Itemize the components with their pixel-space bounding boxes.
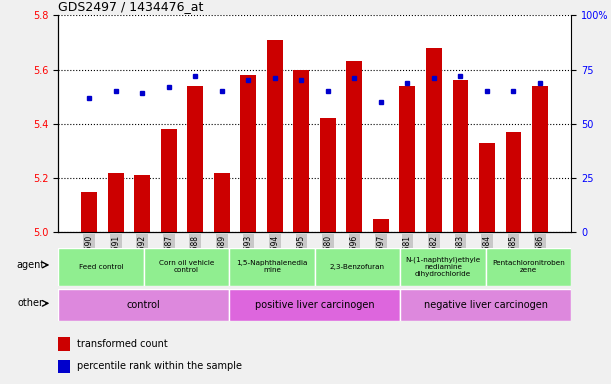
Text: Feed control: Feed control <box>78 264 123 270</box>
Text: 2,3-Benzofuran: 2,3-Benzofuran <box>330 264 385 270</box>
Bar <box>479 143 495 232</box>
Text: agent: agent <box>16 260 45 270</box>
Bar <box>400 248 486 286</box>
Text: 1,5-Naphthalenedia
mine: 1,5-Naphthalenedia mine <box>236 260 307 273</box>
Text: positive liver carcinogen: positive liver carcinogen <box>255 300 375 310</box>
Bar <box>134 175 150 232</box>
Bar <box>293 70 309 232</box>
Bar <box>505 132 521 232</box>
Bar <box>453 80 469 232</box>
Text: control: control <box>126 300 161 310</box>
Bar <box>81 192 97 232</box>
Bar <box>426 48 442 232</box>
Bar <box>486 248 571 286</box>
Bar <box>58 248 144 286</box>
Bar <box>532 86 548 232</box>
Bar <box>58 359 70 373</box>
Bar <box>320 118 336 232</box>
Bar <box>400 86 415 232</box>
Bar <box>241 75 257 232</box>
Text: percentile rank within the sample: percentile rank within the sample <box>76 361 241 371</box>
Text: GDS2497 / 1434476_at: GDS2497 / 1434476_at <box>58 0 203 13</box>
Bar <box>346 61 362 232</box>
Bar <box>144 248 229 286</box>
Bar <box>161 129 177 232</box>
Text: Corn oil vehicle
control: Corn oil vehicle control <box>159 260 214 273</box>
Text: other: other <box>17 298 43 308</box>
Bar <box>267 40 283 232</box>
Bar <box>188 86 203 232</box>
Text: negative liver carcinogen: negative liver carcinogen <box>424 300 547 310</box>
Bar <box>229 248 315 286</box>
Bar <box>315 248 400 286</box>
Text: N-(1-naphthyl)ethyle
nediamine
dihydrochloride: N-(1-naphthyl)ethyle nediamine dihydroch… <box>405 257 481 277</box>
Text: transformed count: transformed count <box>76 339 167 349</box>
Bar <box>214 173 230 232</box>
Bar <box>108 173 124 232</box>
Bar <box>58 338 70 351</box>
Text: Pentachloronitroben
zene: Pentachloronitroben zene <box>492 260 565 273</box>
Bar <box>373 219 389 232</box>
Bar <box>58 289 229 321</box>
Bar <box>229 289 400 321</box>
Bar <box>400 289 571 321</box>
